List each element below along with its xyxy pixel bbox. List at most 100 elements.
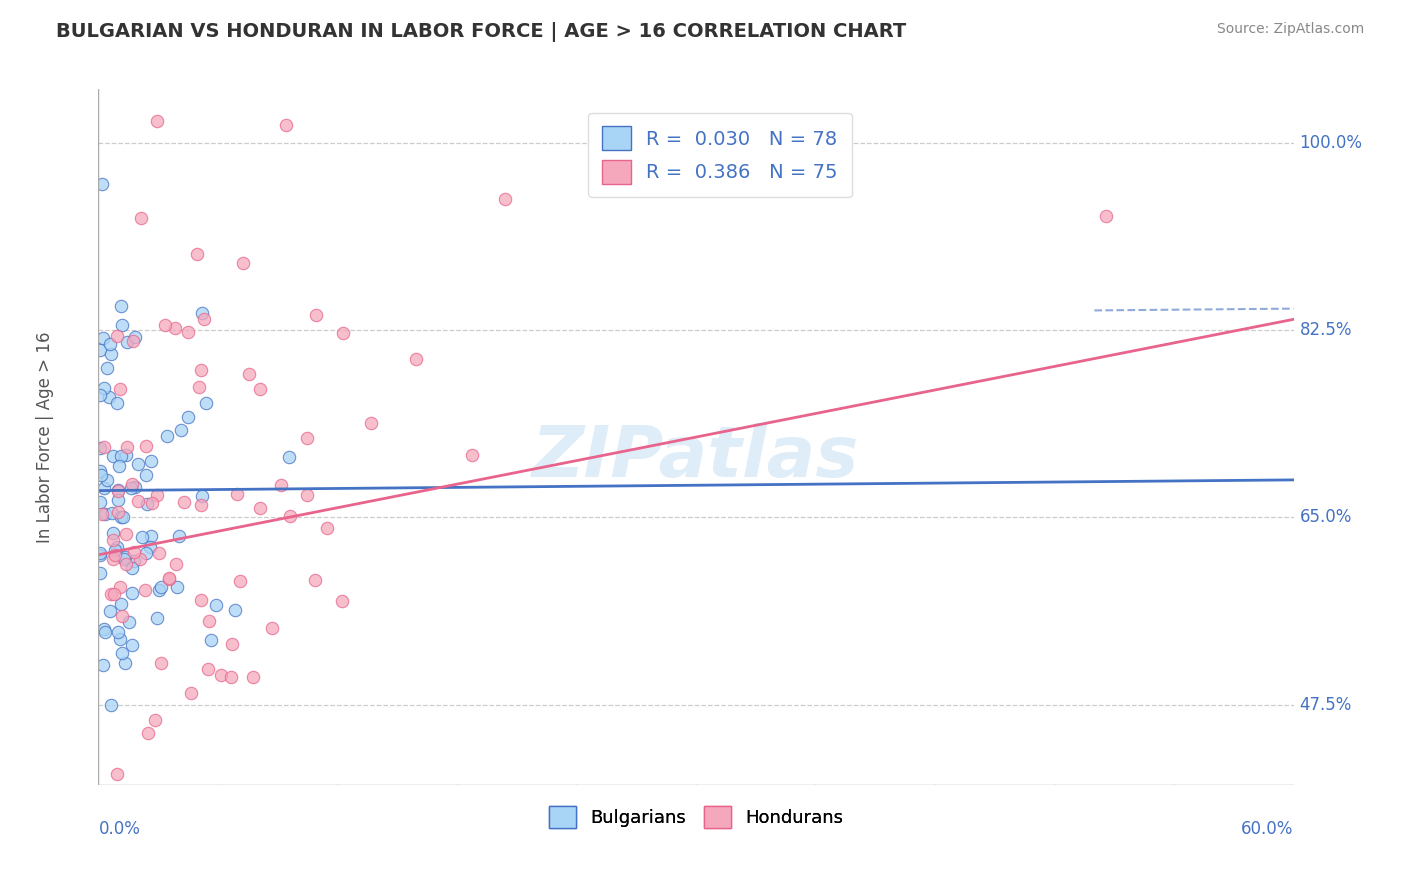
Point [360,417,382,431]
Point [105,329,128,343]
Point [166,580,188,594]
Point [148,583,170,598]
Point [100,698,122,713]
Point [98,337,121,351]
Point [107,483,129,498]
Point [461,448,484,462]
Point [93,441,115,455]
Point [139,541,162,555]
Point [110,510,132,524]
Point [104,548,127,562]
Point [111,646,134,660]
Point [101,449,124,463]
Point [135,467,157,482]
Point [166,557,188,571]
Point [124,330,146,344]
Point [232,256,254,270]
Point [91,508,114,522]
Point [108,459,131,474]
Point [118,615,141,629]
Point [110,597,132,611]
Point [111,509,134,524]
Text: Source: ZipAtlas.com: Source: ZipAtlas.com [1216,22,1364,37]
Text: ZIPatlas: ZIPatlas [533,424,859,492]
Point [190,593,212,607]
Text: In Labor Force | Age > 16: In Labor Force | Age > 16 [35,331,53,543]
Point [122,334,145,348]
Point [173,495,195,509]
Point [135,439,157,453]
Point [150,656,173,670]
Point [129,552,152,566]
Point [205,598,228,612]
Point [190,499,212,513]
Point [93,623,115,637]
Point [180,686,202,700]
Point [249,501,271,516]
Point [101,533,124,547]
Point [278,450,301,465]
Point [260,621,283,635]
Point [124,480,146,494]
Point [145,611,167,625]
Point [114,549,136,564]
Point [107,625,129,640]
Point [191,306,214,320]
Text: 47.5%: 47.5% [1299,696,1353,714]
Point [122,554,145,568]
Point [195,396,218,410]
Point [156,428,179,442]
Point [89,441,111,455]
Legend: Bulgarians, Hondurans: Bulgarians, Hondurans [537,795,855,838]
Point [295,432,318,446]
Point [135,546,157,560]
Point [98,390,121,404]
Point [143,713,166,727]
Point [101,525,124,540]
Point [108,382,131,396]
Point [124,545,146,559]
Point [1095,209,1118,223]
Point [105,767,128,781]
Text: 82.5%: 82.5% [1299,321,1353,339]
Point [93,381,115,395]
Text: 60.0%: 60.0% [1241,820,1294,838]
Point [121,638,143,652]
Point [193,311,215,326]
Point [91,658,114,673]
Text: 65.0%: 65.0% [1299,508,1353,526]
Point [112,552,135,566]
Point [105,396,128,410]
Text: 100.0%: 100.0% [1299,134,1362,152]
Point [224,603,246,617]
Text: 0.0%: 0.0% [98,820,141,838]
Point [115,557,138,571]
Point [238,367,260,381]
Point [100,346,122,360]
Point [186,246,208,260]
Point [149,580,172,594]
Point [121,561,143,575]
Point [127,494,149,508]
Point [136,726,159,740]
Point [157,571,180,585]
Point [278,509,301,524]
Point [135,497,157,511]
Point [91,331,114,345]
Point [100,587,122,601]
Point [139,454,162,468]
Point [139,529,162,543]
Point [141,496,163,510]
Point [146,487,169,501]
Point [295,488,318,502]
Point [148,546,170,560]
Point [89,388,111,402]
Point [89,566,111,580]
Point [89,343,111,358]
Point [114,448,136,462]
Point [157,572,180,586]
Point [197,662,219,676]
Point [332,326,354,340]
Point [111,609,134,624]
Point [120,481,142,495]
